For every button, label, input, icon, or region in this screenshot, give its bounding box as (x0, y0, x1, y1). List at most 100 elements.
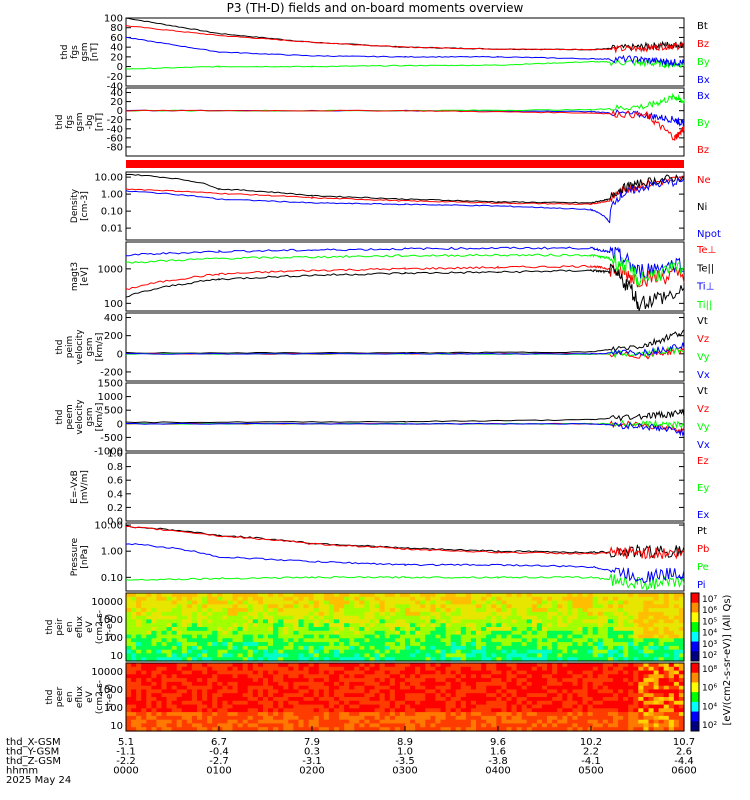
spectrogram-cell (496, 685, 502, 691)
spectrogram-cell (252, 638, 259, 643)
spectrogram-cell (207, 630, 213, 636)
spectrogram-cell (567, 693, 573, 698)
spectrogram-cell (298, 604, 305, 609)
spectrogram-cell (430, 630, 437, 636)
spectrogram-cell (298, 634, 305, 639)
spectrogram-cell (202, 627, 208, 632)
spectrogram-cell (470, 642, 477, 647)
spectrogram-cell (126, 619, 132, 624)
spectrogram-cell (405, 693, 411, 698)
spectrogram-cell (582, 627, 589, 632)
spectrogram-cell (354, 670, 360, 675)
spectrogram-cell (202, 674, 208, 679)
spectrogram-cell (470, 700, 477, 706)
spectrogram-cell (141, 604, 147, 609)
spectrogram-cell (313, 678, 320, 683)
legend-entry: Te|| (696, 263, 714, 274)
spectrogram-cell (542, 693, 548, 698)
spectrogram-cell (628, 697, 634, 702)
spectrogram-cell (506, 653, 513, 658)
spectrogram-cell (313, 719, 320, 725)
spectrogram-cell (552, 685, 558, 691)
series-line (125, 342, 685, 356)
spectrogram-cell (440, 681, 447, 687)
spectrogram-cell (344, 674, 350, 679)
spectrogram-cell (597, 645, 604, 651)
spectrogram-cell (628, 663, 634, 668)
spectrogram-cell (384, 666, 391, 672)
spectrogram-cell (252, 645, 259, 651)
spectrogram-cell (501, 634, 508, 639)
spectrogram-cell (607, 596, 614, 602)
y-axis-label: peir (55, 618, 65, 636)
spectrogram-cell (405, 678, 411, 683)
spectrogram-cell (516, 645, 523, 651)
spectrogram-cell (633, 611, 639, 617)
spectrogram-cell (633, 623, 639, 628)
spectrogram-cell (450, 604, 457, 609)
spectrogram-cell (491, 619, 497, 624)
spectrogram-cell (506, 630, 513, 636)
spectrogram-cell (136, 712, 142, 717)
spectrogram-cell (141, 712, 147, 717)
spectrogram-cell (465, 638, 472, 643)
spectrogram-cell (496, 666, 502, 672)
spectrogram-cell (394, 689, 401, 694)
spectrogram-cell (516, 630, 523, 636)
spectrogram-cell (186, 596, 193, 602)
spectrogram-cell (623, 630, 629, 636)
spectrogram-cell (268, 685, 274, 691)
spectrogram-cell (247, 634, 254, 639)
spectrogram-cell (344, 708, 350, 713)
spectrogram-cell (237, 649, 244, 655)
spectrogram-cell (405, 611, 411, 617)
spectrogram-cell (536, 596, 543, 602)
spectrogram-cell (531, 727, 538, 732)
spectrogram-cell (207, 693, 213, 698)
spectrogram-cell (552, 712, 558, 717)
spectrogram-cell (476, 666, 482, 672)
spectrogram-cell (202, 600, 208, 605)
spectrogram-cell (181, 674, 188, 679)
spectrogram-cell (445, 630, 452, 636)
spectrogram-cell (349, 627, 355, 632)
spectrogram-cell (313, 627, 320, 632)
spectrogram-cell (547, 645, 553, 651)
x-axis-value: -2.2 (116, 756, 136, 767)
spectrogram-cell (430, 685, 437, 691)
spectrogram-cell (394, 693, 401, 698)
panel-frame (125, 17, 685, 87)
spectrogram-cell (268, 611, 274, 617)
spectrogram-cell (420, 663, 426, 668)
spectrogram-cell (394, 678, 401, 683)
spectrogram-cell (501, 653, 508, 658)
spectrogram-cell (607, 666, 614, 672)
legend-entry: Pt (697, 526, 707, 537)
spectrogram-cell (339, 596, 345, 602)
spectrogram-cell (384, 719, 391, 725)
spectrogram-cell (237, 723, 244, 728)
spectrogram-cell (278, 634, 284, 639)
spectrogram-cell (481, 689, 487, 694)
spectrogram-cell (648, 708, 655, 713)
spectrogram-cell (405, 630, 411, 636)
spectrogram-cell (283, 697, 289, 702)
spectrogram-cell (273, 700, 279, 706)
spectrogram-cell (212, 697, 218, 702)
spectrogram-cell (531, 645, 538, 651)
spectrogram-cell (146, 608, 152, 613)
spectrogram-cell (217, 593, 223, 598)
spectrogram-cell (648, 666, 655, 672)
spectrogram-cell (369, 689, 376, 694)
spectrogram-cell (268, 608, 274, 613)
spectrogram-cell (567, 645, 573, 651)
spectrogram-cell (643, 604, 650, 609)
spectrogram-cell (283, 657, 289, 662)
spectrogram-cell (476, 674, 482, 679)
spectrogram-cell (202, 681, 208, 687)
spectrogram-cell (288, 649, 294, 655)
spectrogram-cell (191, 627, 198, 632)
spectrogram-cell (313, 596, 320, 602)
spectrogram-cell (440, 593, 447, 598)
spectrogram-cell (465, 663, 472, 668)
